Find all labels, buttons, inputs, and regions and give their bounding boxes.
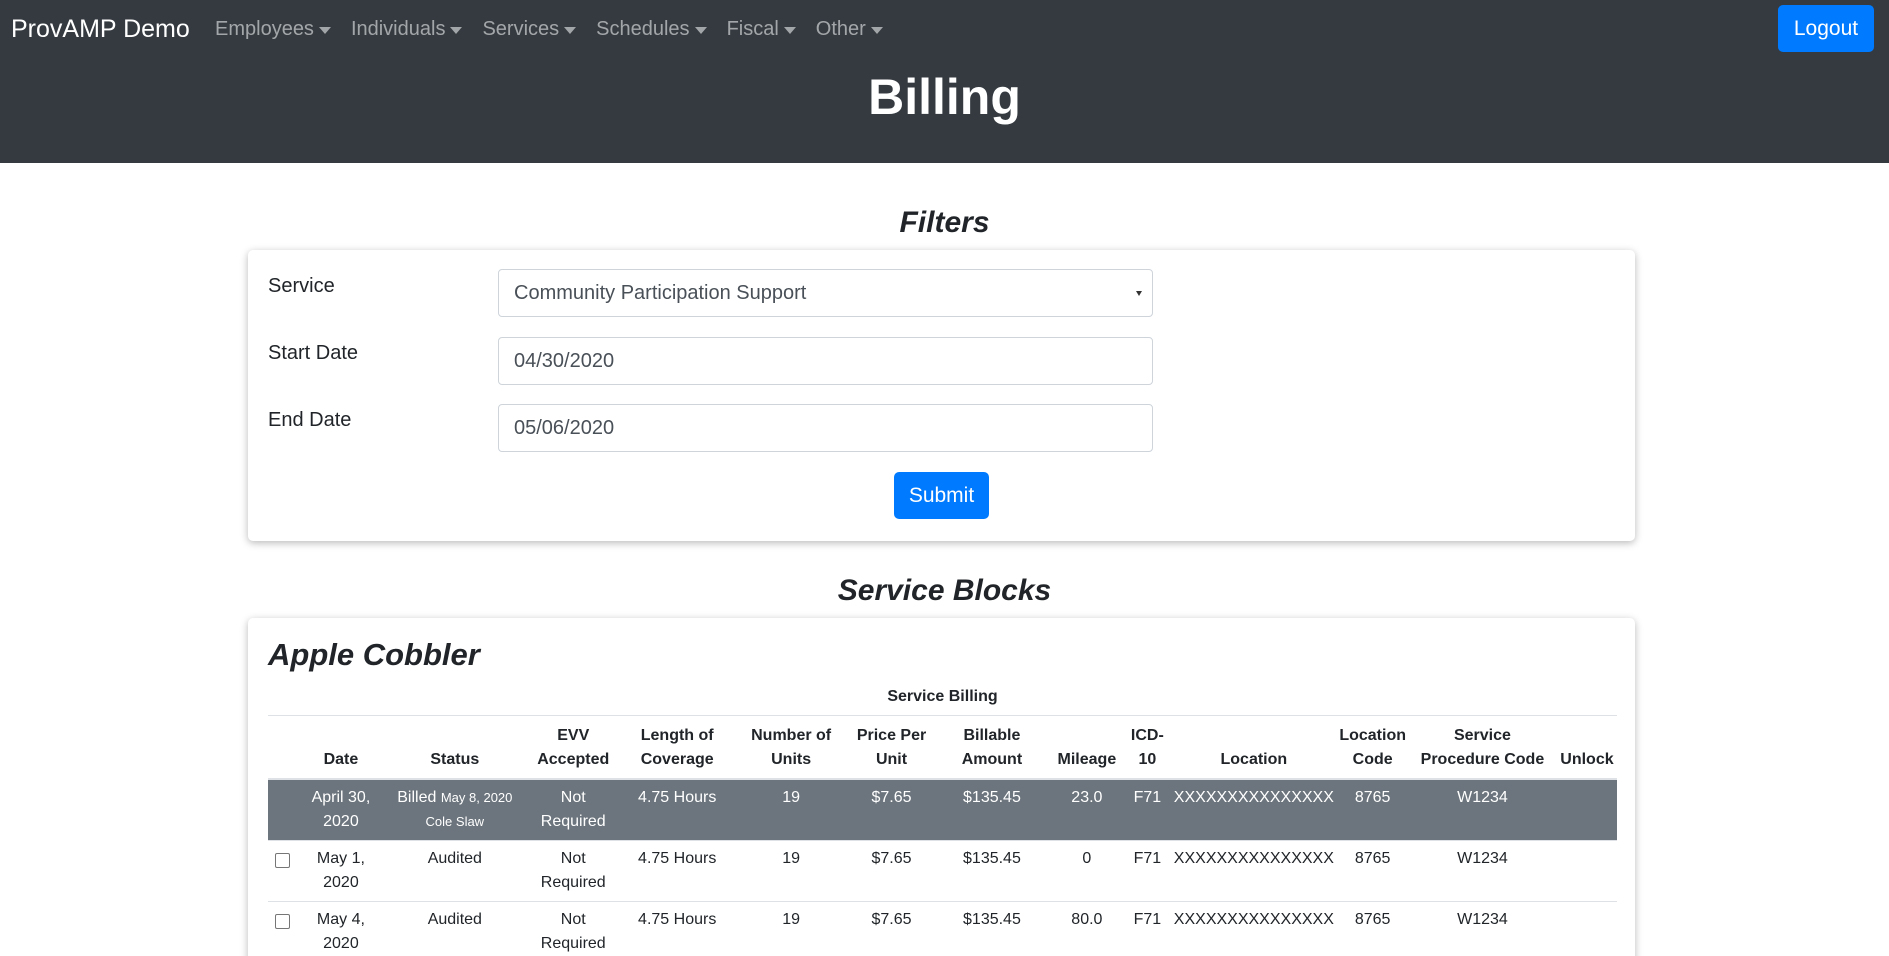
col-billable: Billable Amount	[934, 715, 1050, 780]
end-date-label: End Date	[268, 409, 352, 431]
service-blocks-heading: Service Blocks	[837, 574, 1052, 607]
row-checkbox[interactable]	[275, 914, 291, 929]
start-date-label: Start Date	[268, 342, 359, 364]
filters-card: Service Community Participation Support …	[248, 250, 1635, 541]
col-icd: ICD- 10	[1124, 715, 1171, 780]
submit-button[interactable]: Submit	[894, 472, 989, 519]
service-select-value: Community Participation Support	[514, 282, 807, 304]
start-date-value: 04/30/2020	[514, 350, 615, 372]
col-status: Status	[383, 715, 526, 780]
caret-down-icon	[694, 26, 707, 34]
col-checkbox	[268, 715, 298, 780]
unlock-cell	[1556, 901, 1617, 956]
table-row: May 1, 2020 Audited Not Required 4.75 Hour…	[268, 840, 1617, 902]
caret-down-icon	[450, 26, 463, 34]
end-date-value: 05/06/2020	[514, 417, 615, 439]
service-select[interactable]: Community Participation Support	[498, 269, 1153, 317]
nav-schedules[interactable]: Schedules	[596, 15, 707, 43]
nav-fiscal[interactable]: Fiscal	[727, 15, 796, 43]
unlock-cell	[1556, 840, 1617, 902]
page-title: Billing	[868, 69, 1021, 125]
top-navbar: ProvAMP Demo Employees Individuals Servi…	[0, 0, 1889, 163]
row-checkbox-cell	[268, 779, 298, 841]
col-unlock: Unlock	[1556, 715, 1617, 780]
brand-link[interactable]: ProvAMP Demo	[11, 15, 190, 43]
filters-heading: Filters	[899, 206, 990, 239]
select-arrow-icon	[1136, 291, 1142, 296]
nav-services[interactable]: Services	[482, 15, 577, 43]
col-units: Number of Units	[733, 715, 849, 780]
end-date-input[interactable]: 05/06/2020	[498, 404, 1153, 452]
col-location: Location	[1170, 715, 1338, 780]
nav-employees[interactable]: Employees	[215, 15, 331, 43]
service-billing-table: Service Billing Date Status EVV Accepted …	[268, 683, 1617, 956]
col-evv: EVV Accepted	[525, 715, 621, 780]
caret-down-icon	[318, 26, 331, 34]
col-location-code: Location Code	[1337, 715, 1408, 780]
row-checkbox[interactable]	[275, 853, 291, 868]
caret-down-icon	[564, 26, 577, 34]
nav-individuals[interactable]: Individuals	[351, 15, 463, 43]
caret-down-icon	[783, 26, 796, 34]
service-label: Service	[268, 275, 335, 297]
table-row: May 4, 2020 Audited Not Required 4.75 Hour…	[268, 901, 1617, 956]
col-length: Length of Coverage	[620, 715, 734, 780]
start-date-input[interactable]: 04/30/2020	[498, 337, 1153, 385]
col-mileage: Mileage	[1049, 715, 1125, 780]
col-date: Date	[297, 715, 384, 780]
main-nav: Employees Individuals Services Schedules…	[215, 15, 903, 43]
unlock-cell	[1556, 779, 1617, 841]
col-price: Price Per Unit	[848, 715, 935, 780]
nav-other[interactable]: Other	[816, 15, 883, 43]
service-blocks-card: Apple Cobbler Service Billing Date Statu…	[248, 618, 1635, 956]
table-caption: Service Billing	[268, 683, 1617, 716]
status-cell: Billed May 8, 2020 Cole Slaw	[383, 779, 526, 841]
caret-down-icon	[870, 26, 883, 34]
col-procedure-code: Service Procedure Code	[1408, 715, 1557, 780]
logout-button[interactable]: Logout	[1778, 5, 1874, 52]
individual-name: Apple Cobbler	[268, 637, 480, 672]
table-row: April 30, 2020 Billed May 8, 2020 Cole Sla…	[268, 779, 1617, 841]
